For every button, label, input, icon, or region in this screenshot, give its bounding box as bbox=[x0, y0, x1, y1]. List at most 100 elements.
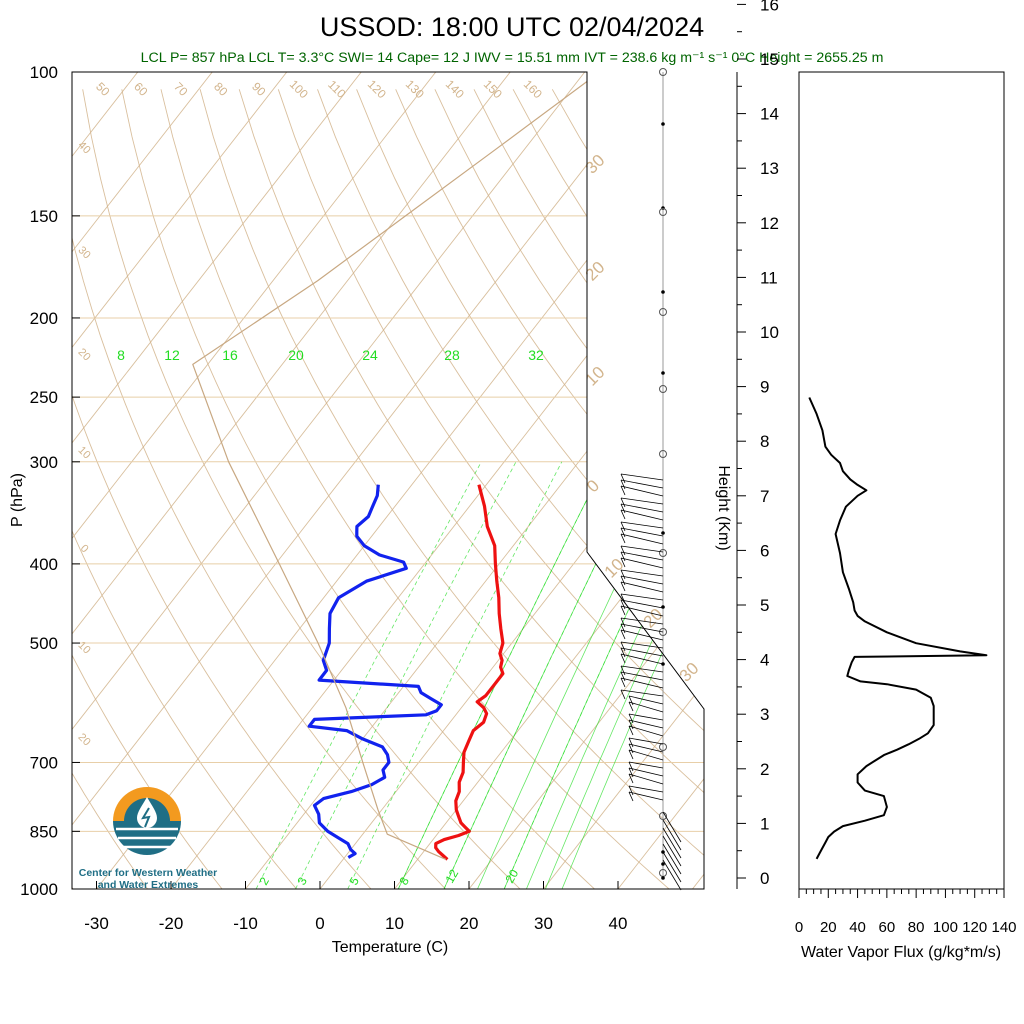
wind-barb-flag bbox=[620, 473, 626, 484]
wind-level-dot bbox=[661, 876, 665, 880]
wind-barb bbox=[620, 503, 664, 513]
flux-x-tick-label: 80 bbox=[908, 919, 925, 936]
mixing-ratio-label: 20 bbox=[502, 867, 521, 886]
x-tick-label: 40 bbox=[609, 914, 628, 933]
height-tick-label: 4 bbox=[760, 651, 769, 670]
wind-barb bbox=[620, 575, 664, 585]
parcel-profile-line bbox=[192, 72, 601, 860]
mixing-ratio-label: 32 bbox=[528, 347, 544, 363]
dry-adiabat-line bbox=[591, 89, 704, 889]
wind-barb bbox=[620, 545, 664, 553]
dry-adiabat-label: 50 bbox=[93, 79, 113, 99]
dry-adiabat-line bbox=[356, 89, 704, 889]
isotherm-line bbox=[306, 72, 704, 889]
mixing-ratio-label: 24 bbox=[362, 347, 378, 363]
mixing-ratio-line bbox=[255, 461, 482, 889]
dry-adiabat-line bbox=[473, 89, 704, 889]
temperature-profile-line bbox=[434, 484, 505, 861]
adiabat-side-label: 40 bbox=[76, 139, 93, 156]
height-tick-label: 10 bbox=[760, 323, 779, 342]
dry-adiabat-line bbox=[121, 89, 614, 889]
wind-barb-flag bbox=[620, 671, 626, 682]
mixing-ratio-line bbox=[561, 317, 704, 889]
wind-barb-flag bbox=[628, 743, 634, 754]
wind-barb-flag bbox=[620, 533, 626, 544]
wind-barb bbox=[620, 653, 664, 665]
wind-barb-flag bbox=[620, 479, 626, 490]
height-tick-label: 7 bbox=[760, 487, 769, 506]
wind-barb bbox=[620, 623, 664, 633]
wind-barb bbox=[620, 665, 664, 673]
height-tick-label: 6 bbox=[760, 541, 769, 560]
wind-barb bbox=[620, 677, 664, 689]
dry-adiabat-label: 90 bbox=[249, 79, 269, 99]
calm-wind-marker bbox=[659, 208, 667, 216]
calm-wind-marker bbox=[659, 308, 667, 316]
flux-x-tick-label: 40 bbox=[849, 919, 866, 936]
mixing-ratio-label: 2 bbox=[256, 874, 272, 887]
wind-barb bbox=[628, 695, 664, 705]
logo-text-line1: Center for Western Weather bbox=[79, 867, 217, 879]
isotherm-line bbox=[72, 72, 600, 889]
wind-barb bbox=[628, 701, 664, 713]
isotherm-line bbox=[604, 72, 704, 889]
wind-barb bbox=[620, 533, 664, 545]
height-tick-label: 16 bbox=[760, 0, 779, 14]
dry-adiabat-label: 100 bbox=[287, 77, 311, 101]
wind-barb bbox=[628, 743, 664, 753]
wind-barb-flag bbox=[620, 575, 626, 586]
height-tick-label: 12 bbox=[760, 214, 779, 233]
dry-adiabat-line bbox=[82, 89, 539, 889]
wind-barb-flag bbox=[620, 617, 626, 628]
flux-x-tick-label: 140 bbox=[991, 919, 1016, 936]
height-tick-label: 0 bbox=[760, 869, 769, 888]
wind-barb-flag bbox=[620, 653, 626, 664]
isotherm-label: 0 bbox=[583, 476, 603, 496]
wind-barb-flag bbox=[628, 695, 634, 706]
wind-barb-flag bbox=[628, 701, 634, 712]
wind-barb bbox=[628, 785, 664, 793]
x-tick-label: -10 bbox=[233, 914, 258, 933]
skew-t-y-axis-label: P (hPa) bbox=[9, 473, 26, 527]
flux-x-axis-label: Water Vapor Flux (g/kg*m/s) bbox=[801, 944, 1001, 961]
wind-barb bbox=[628, 713, 664, 721]
wind-barb bbox=[620, 617, 664, 625]
dry-adiabat-line bbox=[238, 89, 704, 889]
wind-barb-flag bbox=[620, 497, 626, 508]
mixing-ratio-line bbox=[526, 317, 704, 889]
dry-adiabat-line bbox=[630, 89, 704, 889]
mixing-ratio-label: 8 bbox=[117, 347, 125, 363]
wind-barb-flag bbox=[620, 623, 626, 634]
wind-barb-flag bbox=[620, 581, 626, 592]
isotherm-line bbox=[72, 72, 525, 889]
wind-barb bbox=[620, 527, 664, 537]
dry-adiabat-line bbox=[160, 89, 690, 889]
mixing-ratio-label: 28 bbox=[444, 347, 460, 363]
mixing-ratio-line bbox=[443, 317, 704, 889]
wind-barb bbox=[620, 689, 664, 697]
wind-barb bbox=[628, 719, 664, 729]
dry-adiabat-line bbox=[787, 89, 1024, 906]
flux-x-tick-label: 20 bbox=[820, 919, 837, 936]
dry-adiabat-line bbox=[72, 89, 312, 889]
dry-adiabat-line bbox=[395, 89, 704, 889]
wind-level-dot bbox=[661, 371, 665, 375]
skew-t-x-axis-label: Temperature (C) bbox=[332, 939, 448, 956]
calm-wind-marker bbox=[659, 68, 667, 76]
mixing-ratio-line bbox=[443, 461, 647, 889]
isotherm-line bbox=[231, 72, 704, 889]
wind-barb-flag bbox=[620, 521, 626, 532]
wind-barb bbox=[620, 581, 664, 593]
wind-barb bbox=[620, 485, 664, 497]
dry-adiabat-line bbox=[72, 89, 463, 889]
chart-title: USSOD: 18:00 UTC 02/04/2024 bbox=[320, 12, 704, 42]
y-tick-label: 300 bbox=[30, 453, 58, 472]
mixing-ratio-line bbox=[477, 317, 704, 889]
dry-adiabat-line bbox=[748, 89, 1024, 906]
wind-barb-flag bbox=[620, 557, 626, 568]
wind-barb bbox=[620, 497, 664, 505]
height-tick-label: 1 bbox=[760, 814, 769, 833]
isotherm-line bbox=[72, 72, 451, 889]
dry-adiabat-line bbox=[72, 89, 161, 889]
